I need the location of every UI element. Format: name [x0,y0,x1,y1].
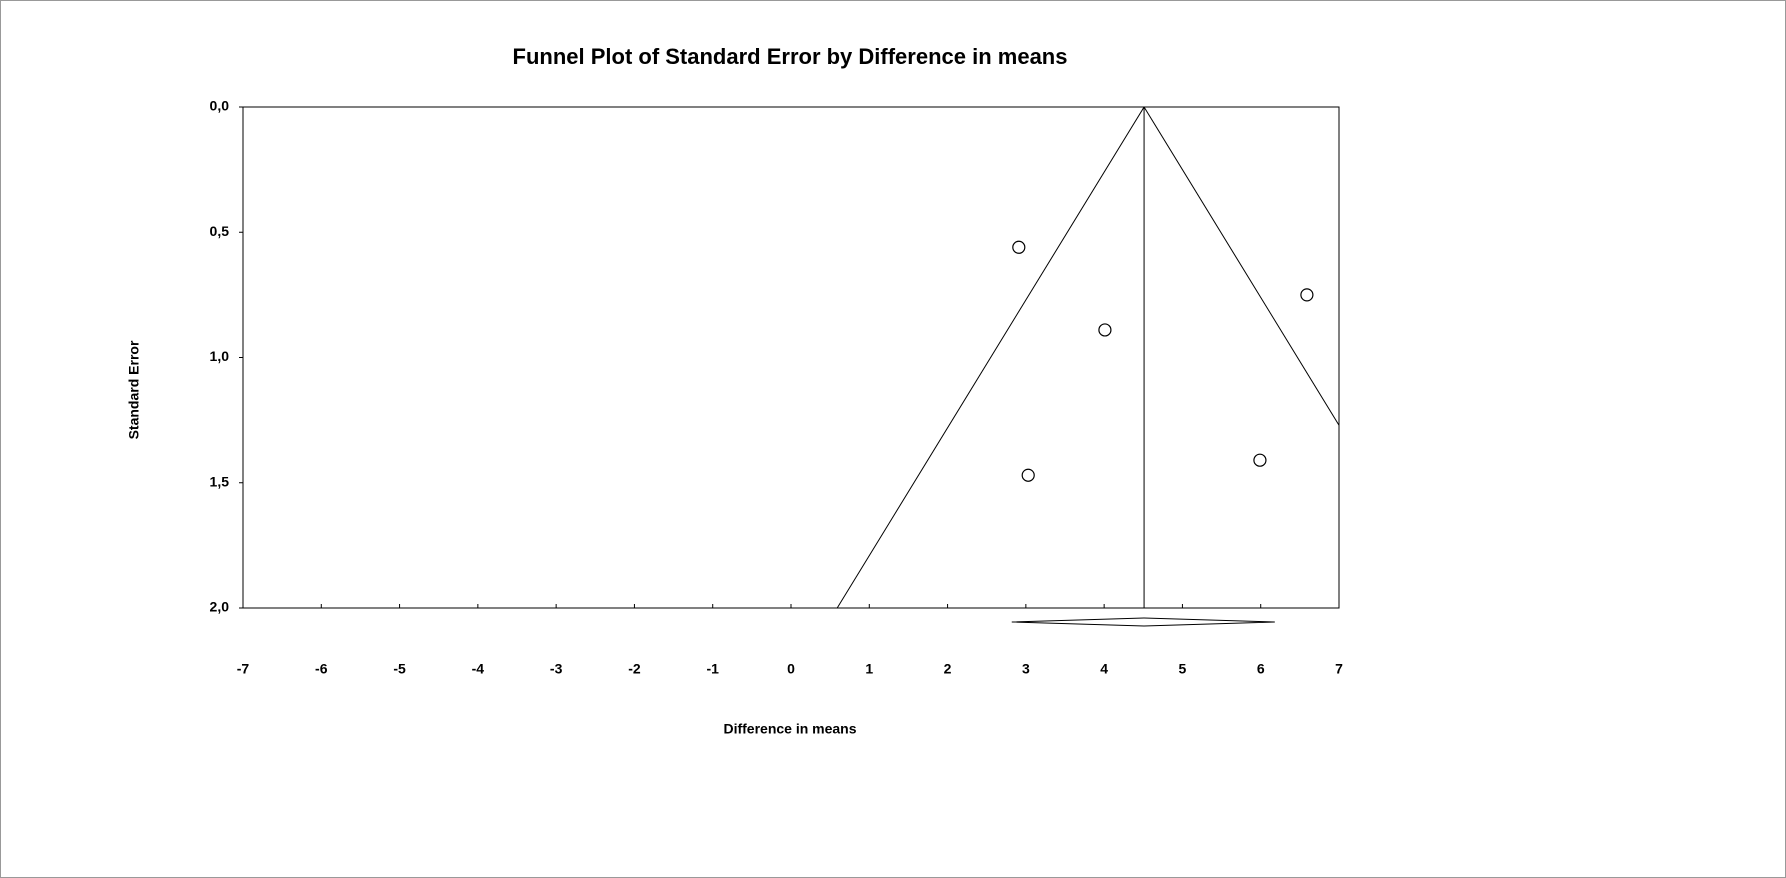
y-tick-label: 2,0 [210,599,230,615]
summary-diamond [1011,617,1275,627]
y-tick-label: 1,5 [210,473,230,489]
x-tick-label: -5 [393,661,406,677]
study-point [1253,453,1267,467]
y-tick-label: 0,0 [210,98,230,114]
x-tick-label: 7 [1335,661,1343,677]
x-axis-label: Difference in means [723,721,856,737]
x-tick-label: -6 [315,661,328,677]
x-tick-label: -2 [628,661,641,677]
x-tick-label: 6 [1257,661,1265,677]
study-point [1300,288,1314,302]
x-tick-label: -1 [706,661,719,677]
funnel-right [1143,106,1340,426]
x-tick-label: 0 [787,661,795,677]
study-point [1012,240,1026,254]
x-tick-label: 2 [944,661,952,677]
study-point [1098,323,1112,337]
y-tick-label: 1,0 [210,348,230,364]
chart-title: Funnel Plot of Standard Error by Differe… [513,44,1068,69]
x-tick-label: 1 [865,661,873,677]
funnel-left [836,106,1145,609]
x-tick-label: 3 [1022,661,1030,677]
x-tick-label: -7 [237,661,250,677]
x-tick-label: 5 [1179,661,1187,677]
y-axis-label: Standard Error [126,340,142,439]
x-tick-label: -3 [550,661,563,677]
study-point [1021,468,1035,482]
y-tick-label: 0,5 [210,223,230,239]
x-tick-label: -4 [472,661,485,677]
x-tick-label: 4 [1100,661,1108,677]
